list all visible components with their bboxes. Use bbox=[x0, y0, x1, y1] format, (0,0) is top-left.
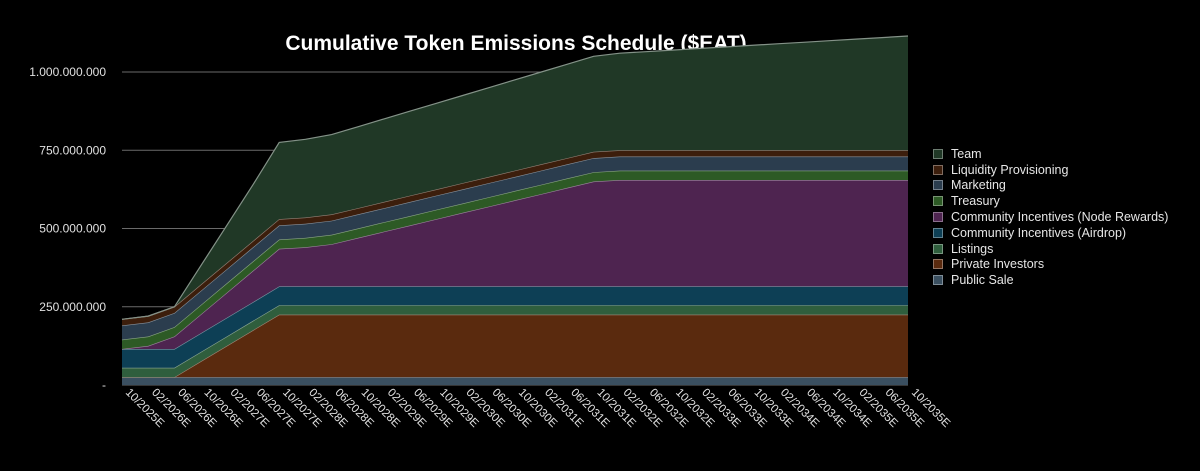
y-tick-label: 250.000.000 bbox=[39, 300, 106, 314]
legend-label: Community Incentives (Node Rewards) bbox=[951, 210, 1169, 225]
area-edge bbox=[121, 35, 909, 320]
legend-item: Team bbox=[933, 146, 1168, 162]
legend-swatch bbox=[933, 243, 943, 254]
legend-swatch bbox=[933, 180, 943, 191]
legend-swatch bbox=[933, 275, 943, 286]
legend-item: Private Investors bbox=[933, 257, 1168, 273]
legend-label: Team bbox=[951, 146, 982, 161]
legend-item: Community Incentives (Airdrop) bbox=[933, 225, 1168, 241]
legend-swatch bbox=[933, 196, 943, 207]
legend-label: Marketing bbox=[951, 178, 1006, 193]
y-tick-label: - bbox=[102, 378, 106, 392]
legend-item: Community Incentives (Node Rewards) bbox=[933, 209, 1168, 225]
legend-label: Liquidity Provisioning bbox=[951, 162, 1069, 177]
legend-swatch bbox=[933, 212, 943, 223]
legend-label: Public Sale bbox=[951, 273, 1014, 288]
y-tick-label: 500.000.000 bbox=[39, 222, 106, 236]
area-community-incentives-node-rewards bbox=[122, 180, 908, 349]
area-listings bbox=[122, 305, 908, 378]
legend-swatch bbox=[933, 148, 943, 159]
area-private-investors bbox=[122, 314, 908, 378]
stacked-areas bbox=[121, 35, 909, 385]
y-tick-label: 750.000.000 bbox=[39, 143, 106, 157]
legend-swatch bbox=[933, 164, 943, 175]
legend-item: Marketing bbox=[933, 178, 1168, 194]
legend-label: Private Investors bbox=[951, 257, 1045, 272]
legend-item: Public Sale bbox=[933, 272, 1168, 288]
legend-label: Community Incentives (Airdrop) bbox=[951, 225, 1127, 240]
area-team bbox=[122, 36, 908, 320]
area-public-sale bbox=[122, 377, 908, 385]
legend-label: Listings bbox=[951, 241, 994, 256]
legend-swatch bbox=[933, 227, 943, 238]
x-axis: 10/2025E02/2026E06/2026E10/2026E02/2027E… bbox=[123, 387, 953, 431]
legend-item: Listings bbox=[933, 241, 1168, 257]
legend-item: Liquidity Provisioning bbox=[933, 162, 1168, 178]
chart-legend: Team Liquidity Provisioning Marketing Treas… bbox=[933, 146, 1168, 288]
area-community-incentives-airdrop bbox=[122, 286, 908, 368]
chart-title: Cumulative Token Emissions Schedule ($EA… bbox=[285, 32, 746, 55]
legend-item: Treasury bbox=[933, 193, 1168, 209]
y-axis: - 250.000.000 500.000.000 750.000.000 1.000.… bbox=[29, 65, 106, 392]
legend-label: Treasury bbox=[951, 194, 1000, 209]
y-tick-label: 1.000.000.000 bbox=[29, 65, 106, 79]
legend-swatch bbox=[933, 259, 943, 270]
